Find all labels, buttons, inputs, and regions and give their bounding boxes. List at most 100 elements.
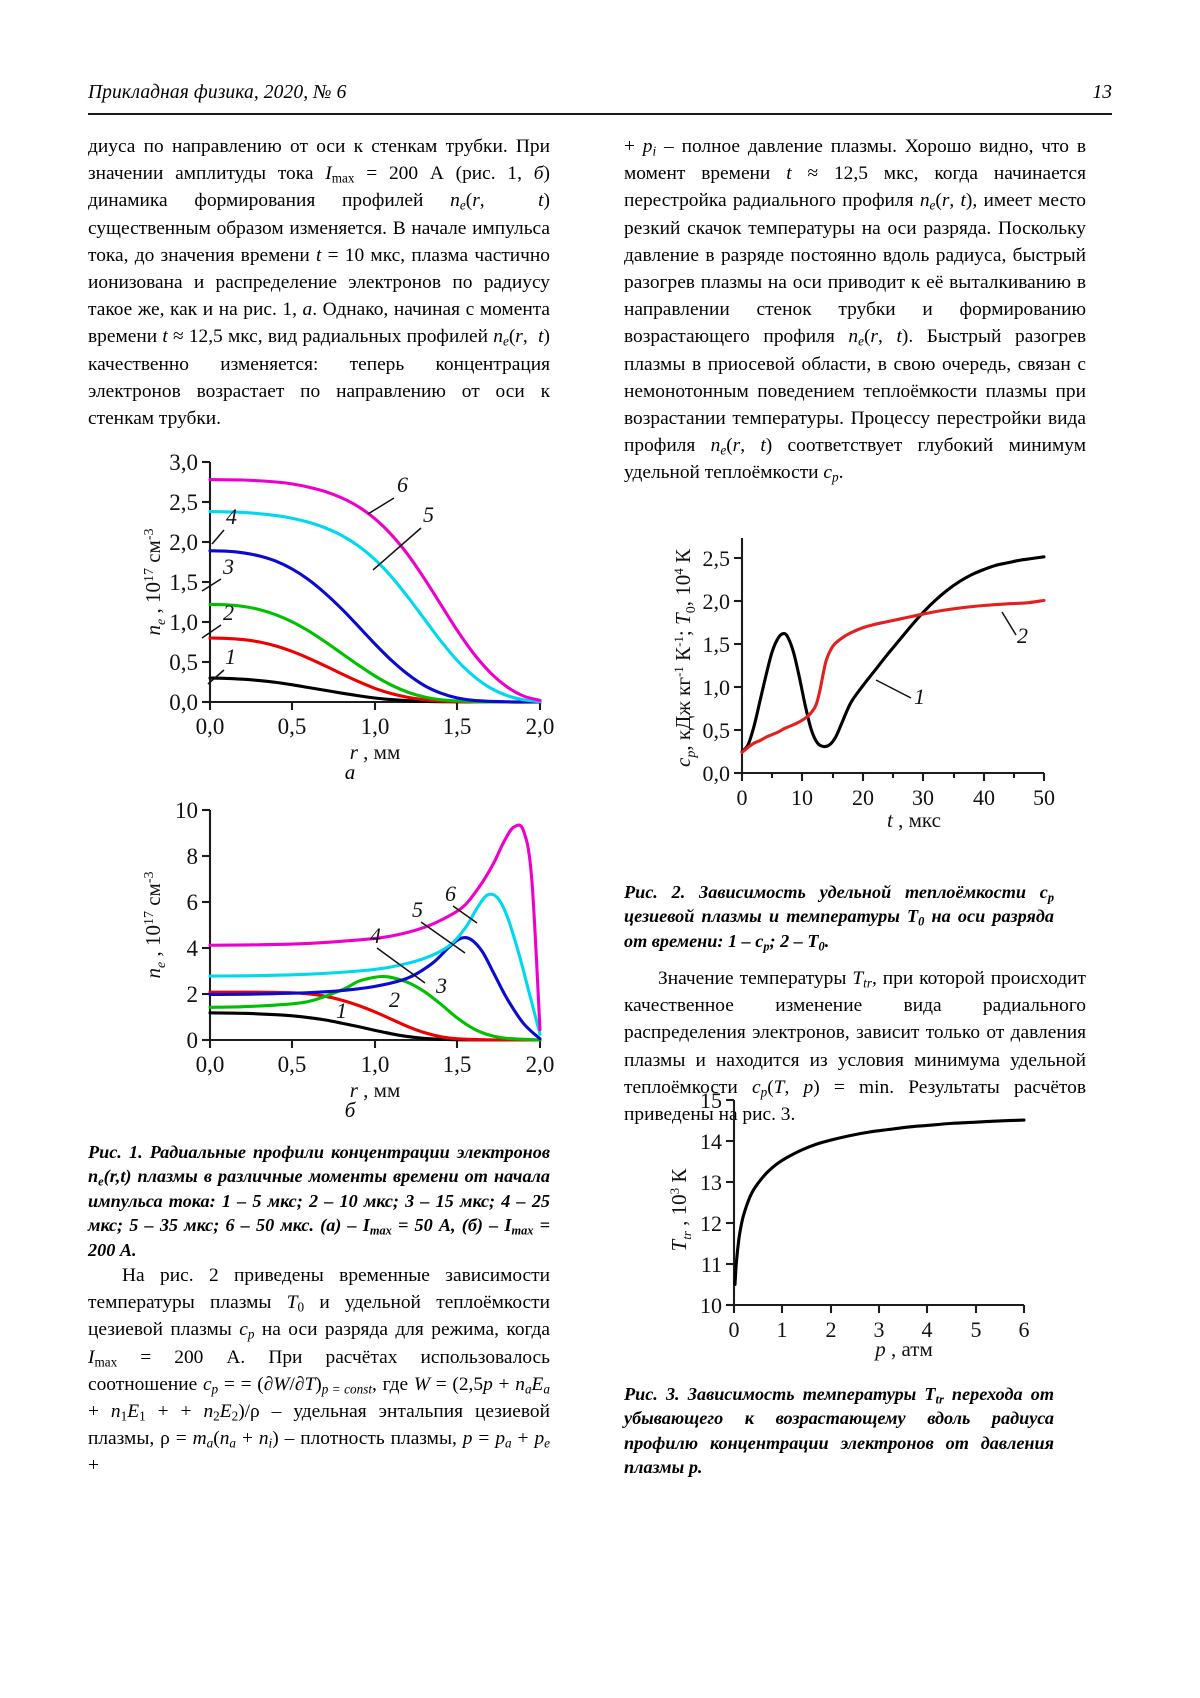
ytick-1a-3: 1,5 [169, 570, 198, 595]
xtick-1b-3: 1,5 [443, 1052, 472, 1077]
ytick-2-4: 2,0 [703, 589, 731, 614]
y-axis-ticks-1b: 0 2 4 6 8 10 [175, 798, 210, 1053]
ytick-1a-4: 2,0 [169, 530, 198, 555]
ylabel-3: Ttr , 103 К [667, 1168, 694, 1252]
figure-2-caption-text: Рис. 2. Зависимость удельной теплоёмкост… [624, 882, 1054, 951]
panel-letter-b: б [140, 1098, 560, 1123]
curve-4 [210, 937, 540, 1038]
xlabel-1a: r , мм [350, 740, 401, 764]
figure-3: 10 11 12 13 14 15 0 1 2 3 4 5 [624, 1090, 1064, 1355]
xtick-1a-0: 0,0 [196, 714, 225, 739]
curve-label-1b-6: 6 [445, 881, 456, 906]
paragraph-1: диуса по направлению от оси к стенкам тр… [88, 133, 550, 432]
curve-Ttr(p) [735, 1120, 1024, 1284]
xtick-2-1: 10 [791, 785, 813, 810]
x-axis-ticks-1a: 0,0 0,5 1,0 1,5 2,0 [196, 702, 555, 739]
curve-label-1a-3: 3 [222, 554, 234, 579]
curve-label-2-2: 2 [1017, 623, 1028, 648]
xtick-3-0: 0 [729, 1317, 740, 1342]
xtick-2-2: 20 [852, 785, 874, 810]
figure-3-caption-text: Рис. 3. Зависимость температуры Ttr пере… [624, 1384, 1054, 1477]
ytick-1a-0: 0,0 [169, 690, 198, 715]
curve-labels-1a: 1 2 3 4 5 6 [202, 472, 434, 684]
ytick-2-5: 2,5 [703, 546, 731, 571]
ytick-3-5: 15 [700, 1088, 722, 1113]
xlabel-3: p , атм [873, 1337, 933, 1361]
ytick-1b-5: 10 [175, 798, 198, 823]
xtick-3-2: 2 [826, 1317, 837, 1342]
x-axis-ticks-2: 0 10 20 30 40 50 [737, 773, 1056, 810]
ylabel-1b: ne , 1017 см-3 [141, 871, 169, 978]
ytick-1a-6: 3,0 [169, 450, 198, 475]
y-axis-ticks-1a: 0,0 0,5 1,0 1,5 2,0 2,5 3,0 [169, 450, 210, 715]
ytick-1b-4: 8 [187, 844, 199, 869]
figure-1b: 0 2 4 6 8 10 0,0 0,5 1,0 1,5 2,0 r , мм … [140, 800, 560, 1123]
x-axis-ticks-1b: 0,0 0,5 1,0 1,5 2,0 [196, 1040, 555, 1077]
ylabel-2: cp, кДж кг-1 К-1; T0, 104 К [671, 548, 699, 767]
curve-2 [210, 638, 540, 702]
curve-2 [210, 992, 540, 1040]
curve-labels-2: 1 2 [876, 612, 1028, 709]
xtick-1b-1: 0,5 [278, 1052, 307, 1077]
figure-3-caption: Рис. 3. Зависимость температуры Ttr пере… [624, 1382, 1054, 1480]
curve-label-1b-1: 1 [336, 998, 347, 1023]
curves-3 [735, 1120, 1024, 1284]
y-axis-ticks-2: 0,0 0,5 1,0 1,5 2,0 2,5 [703, 546, 743, 786]
figure-1a: 0,0 0,5 1,0 1,5 2,0 2,5 3,0 0,0 0,5 1,0 … [140, 452, 560, 785]
xtick-1b-0: 0,0 [196, 1052, 225, 1077]
ytick-3-0: 10 [700, 1293, 722, 1318]
ytick-3-3: 13 [700, 1170, 722, 1195]
ylabel-1a: ne , 1017 см-3 [141, 528, 169, 635]
xlabel-1b: r , мм [350, 1078, 401, 1102]
ytick-2-2: 1,0 [703, 675, 731, 700]
figure-1-caption: Рис. 1. Радиальные профили концентрации … [88, 1140, 550, 1262]
xtick-2-5: 50 [1033, 785, 1055, 810]
ytick-1a-1: 0,5 [169, 650, 198, 675]
xlabel-2: t , мкс [887, 808, 941, 832]
ytick-3-4: 14 [700, 1129, 722, 1154]
journal-page: Прикладная физика, 2020, № 6 13 диуса по… [0, 0, 1200, 1698]
xtick-2-0: 0 [737, 785, 748, 810]
curve-label-1b-4: 4 [370, 923, 381, 948]
curve-2 [742, 600, 1044, 752]
xtick-1a-3: 1,5 [443, 714, 472, 739]
chart-1a: 0,0 0,5 1,0 1,5 2,0 2,5 3,0 0,0 0,5 1,0 … [140, 452, 560, 762]
xtick-1b-4: 2,0 [526, 1052, 555, 1077]
paragraph-2: На рис. 2 приведены временные зависи­мос… [88, 1262, 550, 1480]
ytick-3-2: 12 [700, 1211, 722, 1236]
ytick-1a-2: 1,0 [169, 610, 198, 635]
curve-label-1a-1: 1 [225, 644, 236, 669]
running-head: Прикладная физика, 2020, № 6 13 [88, 82, 1112, 116]
curve-labels-1b: 1 2 3 4 5 6 [336, 881, 477, 1023]
curve-1 [742, 557, 1044, 752]
ytick-3-1: 11 [701, 1252, 722, 1277]
ytick-1b-0: 0 [187, 1028, 199, 1053]
curve-label-1b-5: 5 [412, 897, 423, 922]
ytick-2-3: 1,5 [703, 632, 731, 657]
xtick-2-4: 40 [973, 785, 995, 810]
right-column-text-top: + pi – полное давление плазмы. Хорошо ви… [624, 133, 1086, 533]
ytick-1b-1: 2 [187, 982, 199, 1007]
xtick-1a-4: 2,0 [526, 714, 555, 739]
xtick-1b-2: 1,0 [361, 1052, 390, 1077]
figure-1-caption-text: Рис. 1. Радиальные профили концентрации … [88, 1142, 550, 1260]
curve-label-1b-3: 3 [435, 973, 447, 998]
curve-label-1a-6: 6 [397, 472, 408, 497]
journal-title: Прикладная физика, 2020, № 6 [88, 82, 346, 104]
ytick-2-1: 0,5 [703, 718, 731, 743]
ytick-1a-5: 2,5 [169, 490, 198, 515]
chart-3: 10 11 12 13 14 15 0 1 2 3 4 5 [624, 1090, 1064, 1355]
curve-label-1a-5: 5 [423, 502, 434, 527]
chart-1b: 0 2 4 6 8 10 0,0 0,5 1,0 1,5 2,0 r , мм … [140, 800, 560, 1100]
xtick-3-5: 5 [971, 1317, 982, 1342]
chart-2: 0,0 0,5 1,0 1,5 2,0 2,5 0 10 [624, 528, 1064, 828]
header-divider [88, 113, 1112, 115]
ytick-1b-3: 6 [187, 890, 199, 915]
curve-label-2-1: 1 [914, 684, 925, 709]
curve-label-1b-2: 2 [389, 987, 400, 1012]
curve-label-1a-4: 4 [226, 504, 237, 529]
figure-2: 0,0 0,5 1,0 1,5 2,0 2,5 0 10 [624, 528, 1064, 828]
xtick-3-6: 6 [1019, 1317, 1030, 1342]
curves-1a [210, 480, 540, 702]
curves-2 [742, 557, 1044, 753]
